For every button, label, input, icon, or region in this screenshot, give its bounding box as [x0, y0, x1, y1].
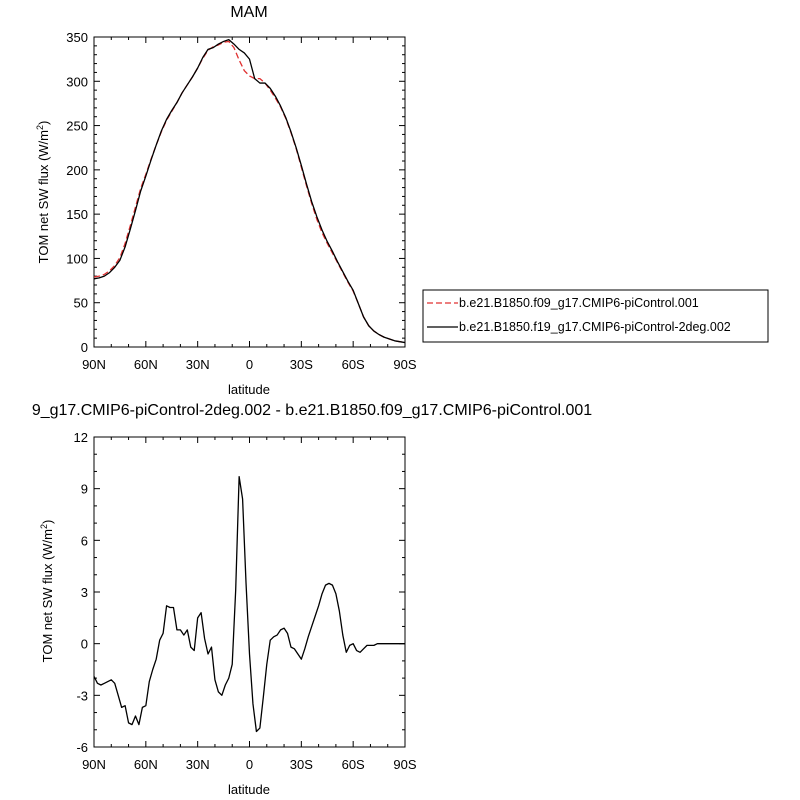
top-y-tick-label: 150	[66, 207, 88, 222]
top-x-tick-label: 90S	[393, 357, 416, 372]
bottom-y-tick-label: 3	[81, 585, 88, 600]
bottom-y-axis-label-sup: 2	[39, 524, 49, 529]
top-plot-area: 90N 60N 30N 0 30S 60S 90S 0 50 100 150 200 250 300 350	[66, 30, 417, 372]
bottom-y-tick-label: 6	[81, 533, 88, 548]
top-y-tick-label: 50	[74, 296, 88, 311]
top-x-tick-label: 90N	[82, 357, 106, 372]
bottom-y-tick-label: 0	[81, 637, 88, 652]
top-y-axis-label-close: )	[36, 121, 51, 125]
bottom-x-tick-label: 90S	[393, 757, 416, 772]
bottom-y-axis-label-close: )	[40, 520, 55, 524]
top-y-axis-label: TOM net SW flux (W/m2)	[35, 121, 51, 264]
bottom-series-line-1	[93, 475, 405, 733]
top-y-tick-label: 0	[81, 340, 88, 355]
top-title: MAM	[230, 4, 267, 21]
panel-top: MAM 90N 60N 30N 0 30S 60S 90S 0 50 100 150 200 250 30…	[35, 4, 769, 397]
top-x-tick-label: 60S	[342, 357, 365, 372]
panel-bottom: 9_g17.CMIP6-piControl-2deg.002 - b.e21.B…	[32, 402, 592, 797]
top-y-axis-label-sup: 2	[35, 125, 45, 130]
top-y-tick-label: 200	[66, 163, 88, 178]
top-y-tick-label: 350	[66, 30, 88, 45]
bottom-y-tick-label: -3	[76, 688, 88, 703]
top-series-line-2	[93, 39, 406, 344]
bottom-x-tick-label: 30N	[186, 757, 210, 772]
top-x-tick-label: 30S	[290, 357, 313, 372]
top-y-axis-label-main: TOM net SW flux (W/m	[36, 130, 51, 263]
bottom-x-tick-label: 0	[246, 757, 253, 772]
bottom-y-axis-label-main: TOM net SW flux (W/m	[40, 529, 55, 662]
top-y-tick-label: 300	[66, 74, 88, 89]
top-y-tick-label: 100	[66, 251, 88, 266]
bottom-y-tick-label: 9	[81, 482, 88, 497]
top-x-tick-label: 60N	[134, 357, 158, 372]
bottom-x-tick-label: 60S	[342, 757, 365, 772]
top-x-tick-label: 0	[246, 357, 253, 372]
legend: b.e21.B1850.f09_g17.CMIP6-piControl.001 …	[422, 289, 769, 343]
bottom-y-axis-label: TOM net SW flux (W/m2)	[39, 520, 55, 663]
legend-label-series-1: b.e21.B1850.f09_g17.CMIP6-piControl.001	[459, 296, 699, 310]
bottom-x-tick-label: 90N	[82, 757, 106, 772]
bottom-plot-frame	[93, 436, 406, 748]
bottom-plot-area: 90N 60N 30N 0 30S 60S 90S -6 -3 0 3 6 9 12	[74, 430, 417, 772]
top-x-tick-label: 30N	[186, 357, 210, 372]
bottom-title: 9_g17.CMIP6-piControl-2deg.002 - b.e21.B…	[32, 402, 592, 419]
bottom-y-tick-label: 12	[74, 430, 88, 445]
bottom-x-tick-label: 60N	[134, 757, 158, 772]
top-y-tick-label: 250	[66, 119, 88, 134]
top-x-axis-label: latitude	[228, 382, 270, 397]
bottom-y-tick-label: -6	[76, 740, 88, 755]
bottom-x-axis-label: latitude	[228, 782, 270, 797]
legend-label-series-2: b.e21.B1850.f19_g17.CMIP6-piControl-2deg…	[459, 320, 731, 334]
bottom-x-tick-label: 30S	[290, 757, 313, 772]
legend-box	[422, 289, 769, 343]
